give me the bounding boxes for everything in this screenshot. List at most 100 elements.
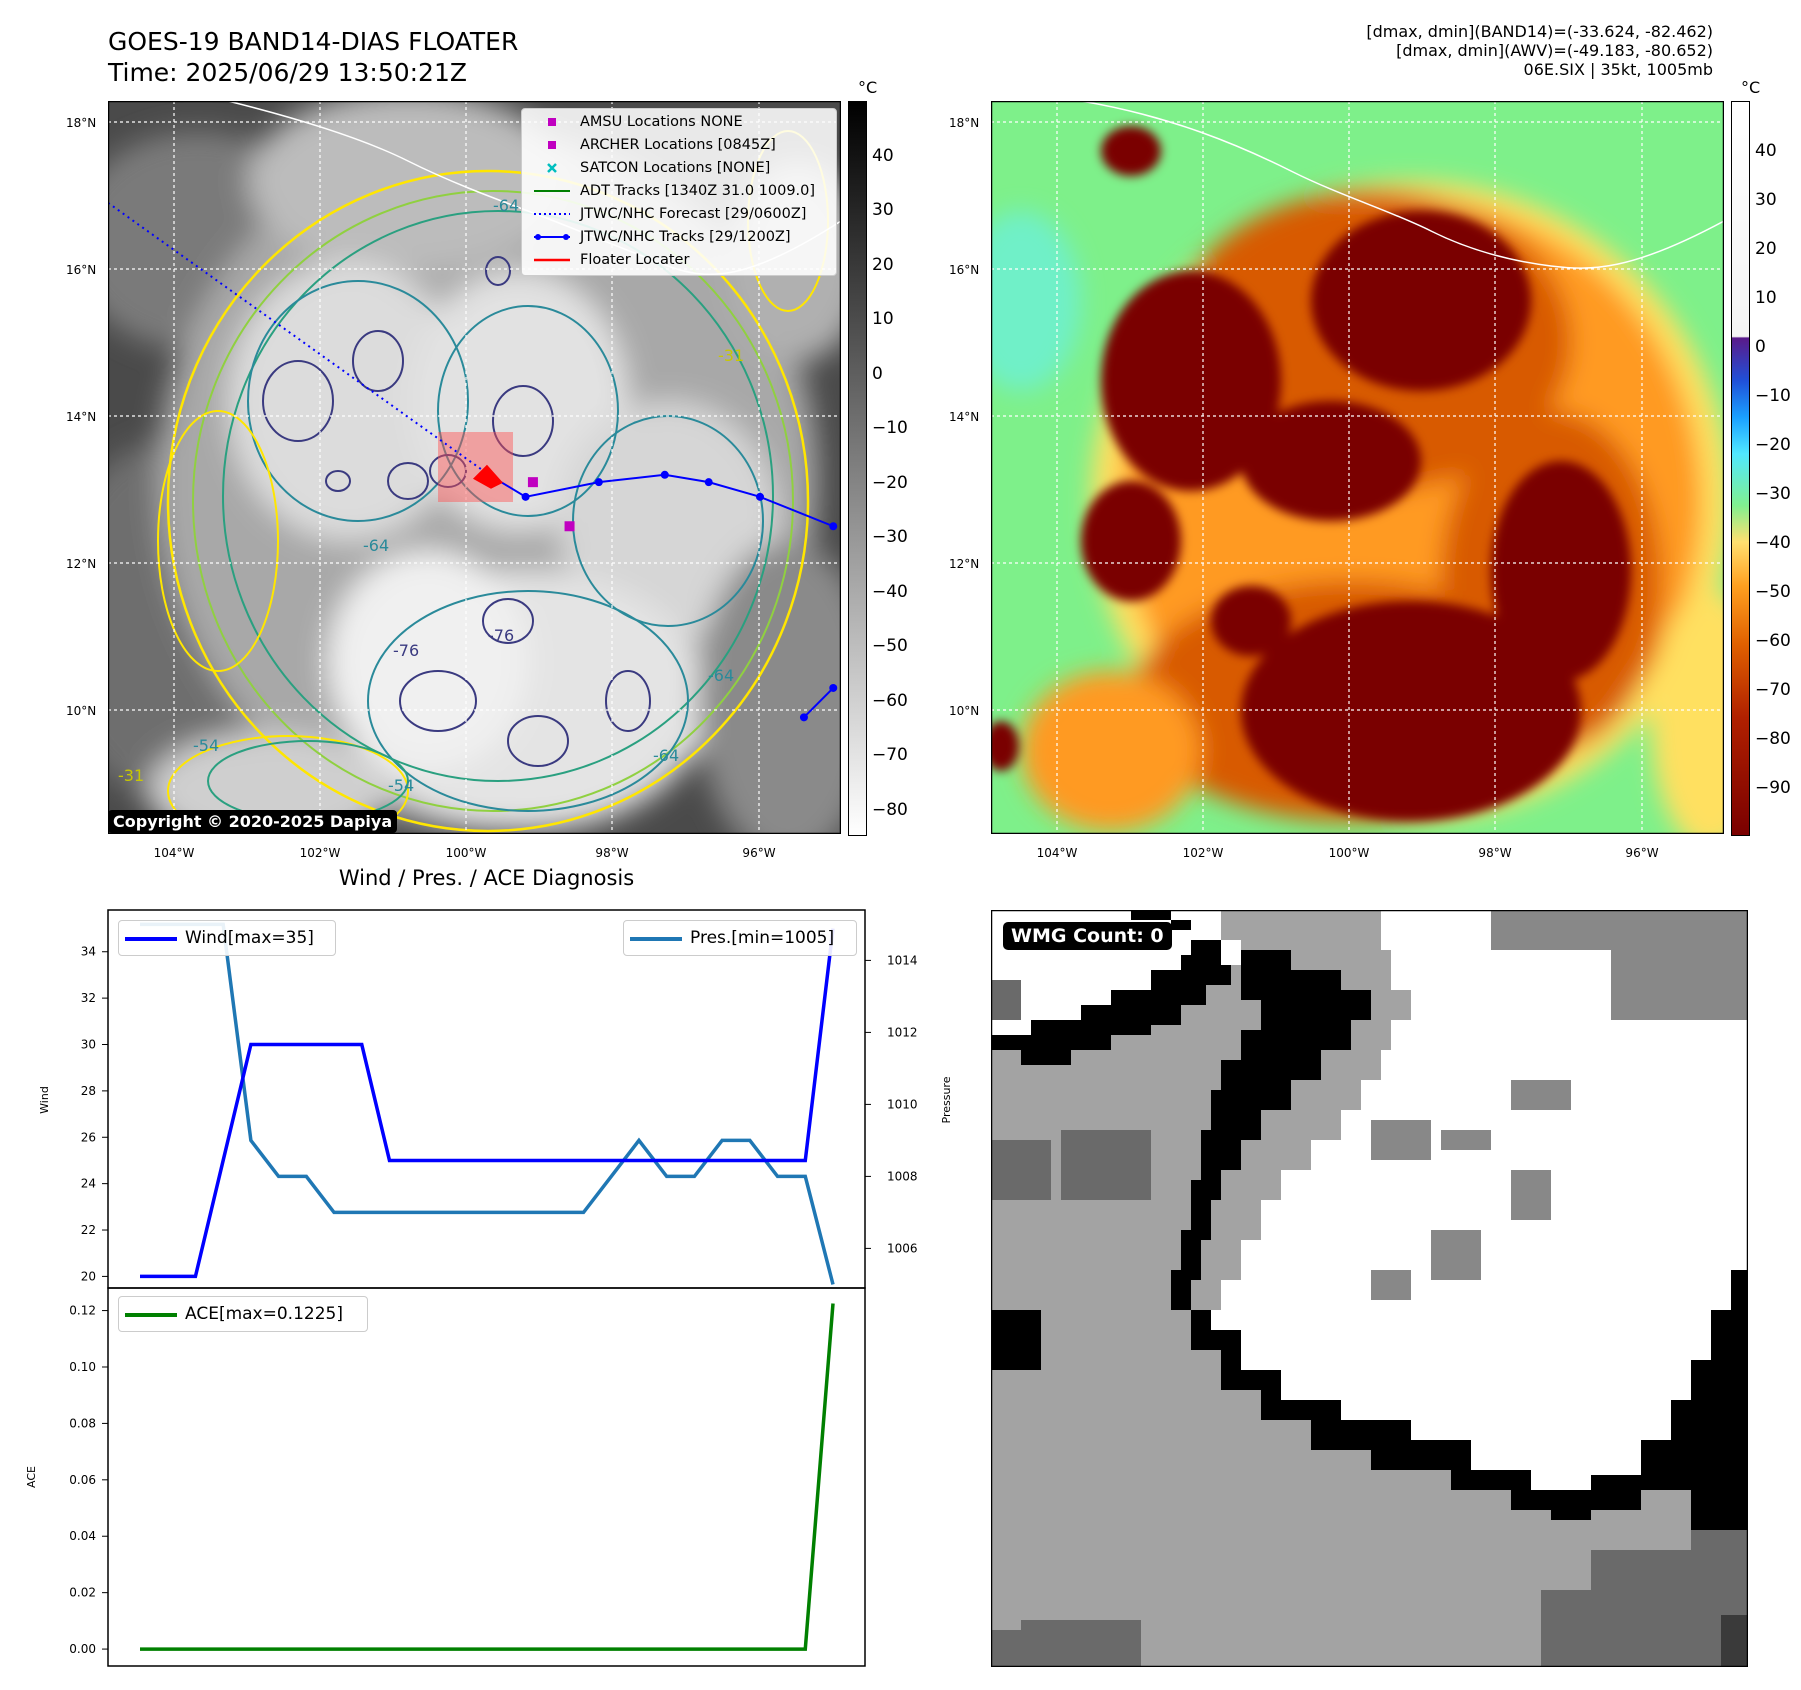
track-point (799, 713, 808, 722)
lat-label: 14°N (66, 410, 97, 424)
archer-marker (527, 477, 538, 488)
track-point (594, 478, 603, 487)
line-with-dots-icon (534, 234, 570, 240)
track-point (521, 492, 530, 501)
colorbar-tick: −90 (1755, 778, 1791, 798)
contour-label: -31 (718, 346, 744, 365)
colorbar-tick: −80 (1755, 729, 1791, 749)
info-line2: [dmax, dmin](AWV)=(-49.183, -80.652) (1396, 41, 1713, 60)
wind-tick-label: 20 (81, 1269, 96, 1283)
coastline (1080, 101, 1724, 269)
pressure-series-line (140, 922, 835, 1285)
floater-locater-marker (472, 464, 503, 489)
lon-label: 102°W (1182, 846, 1224, 860)
colorbar-unit: °C (858, 78, 878, 97)
colorbar-tick: 20 (1755, 239, 1777, 259)
pressure-tick-label: 1006 (887, 1241, 918, 1255)
ace-tick-label: 0.00 (69, 1642, 96, 1656)
contour-label: -64 (493, 196, 519, 215)
diagnosis-title: Wind / Pres. / ACE Diagnosis (338, 866, 635, 890)
ace-frame (107, 1287, 866, 1667)
track-point (756, 492, 764, 501)
lat-label: 18°N (66, 116, 97, 130)
pressure-tick-label: 1014 (887, 953, 918, 967)
square-marker-icon (548, 141, 556, 149)
lat-label: 16°N (66, 263, 97, 277)
contour-label: -54 (388, 776, 414, 795)
contour-label: -64 (653, 746, 679, 765)
colorbar-tick: −40 (1755, 533, 1791, 553)
contour-label: -64 (363, 536, 389, 555)
map-legend: AMSU Locations NONE ARCHER Locations [08… (521, 108, 837, 276)
map-gridlines (991, 101, 1724, 834)
colorbar-tick: 10 (872, 309, 894, 329)
title-line2: Time: 2025/06/29 13:50:21Z (108, 58, 467, 87)
pressure-legend: Pres.[min=1005] (623, 920, 857, 956)
colorbar-unit: °C (1741, 78, 1761, 97)
colorbar-tick: −50 (1755, 582, 1791, 602)
colorbar-tick: 20 (872, 255, 894, 275)
awv-colorbar (1731, 101, 1750, 836)
colorbar-tick: −50 (872, 636, 908, 656)
track-point (829, 683, 838, 692)
colorbar-tick: −70 (872, 745, 908, 765)
lon-label: 100°W (445, 846, 487, 860)
ace-tick-label: 0.04 (69, 1529, 96, 1543)
square-marker-icon (548, 118, 556, 126)
wind-tick-label: 32 (81, 991, 96, 1005)
colorbar-tick: −40 (872, 582, 908, 602)
wind-pres-frame (107, 909, 866, 1289)
colorbar-tick: 10 (1755, 288, 1777, 308)
wmg-frame (991, 910, 1748, 1667)
colorbar-tick: −60 (1755, 631, 1791, 651)
track-point (660, 470, 669, 479)
ace-layer: 0.00 0.02 0.04 0.06 0.08 0.10 0.12 (69, 1303, 835, 1656)
lon-label: 96°W (1625, 846, 1659, 860)
lon-label: 96°W (742, 846, 776, 860)
awv-map-panel (991, 101, 1724, 834)
lon-label: 104°W (1036, 846, 1078, 860)
wind-tick-label: 22 (81, 1223, 96, 1237)
ace-tick-label: 0.02 (69, 1586, 96, 1600)
title-line1: GOES-19 BAND14-DIAS FLOATER (108, 27, 519, 56)
colorbar-tick: −30 (872, 527, 908, 547)
lon-label: 100°W (1328, 846, 1370, 860)
pressure-tick-label: 1012 (887, 1025, 918, 1039)
ace-axis-title: ACE (25, 1466, 38, 1488)
wind-tick-label: 34 (81, 945, 96, 959)
solid-line-icon (534, 190, 570, 192)
awv-cold-cores (991, 126, 1631, 821)
contour-label: -76 (488, 626, 514, 645)
colorbar-tick: 40 (872, 146, 894, 166)
colorbar-tick: 30 (1755, 190, 1777, 210)
ace-tick-label: 0.10 (69, 1360, 96, 1374)
wind-series-line (140, 928, 835, 1279)
pressure-tick-label: 1008 (887, 1169, 918, 1183)
info-line3: 06E.SIX | 35kt, 1005mb (1523, 60, 1713, 79)
wind-tick-label: 26 (81, 1130, 96, 1144)
lon-label: 102°W (299, 846, 341, 860)
legend-swatch (125, 1313, 177, 1317)
ace-series-line (140, 1303, 835, 1651)
colorbar-tick: −10 (872, 418, 908, 438)
contour-label-group: -64 -64 -64 -76 -76 -54 -54 -64 -31 -31 (118, 196, 744, 795)
contour-label: -76 (393, 641, 419, 660)
colorbar-tick: −70 (1755, 680, 1791, 700)
colorbar-tick: 30 (872, 200, 894, 220)
track-layer (108, 202, 838, 722)
lat-label: 10°N (66, 704, 97, 718)
legend-swatch (630, 937, 682, 941)
archer-marker (564, 521, 575, 532)
pressure-axis-title: Pressure (940, 1076, 953, 1123)
contour-label: -31 (118, 766, 144, 785)
floater-box (438, 432, 513, 502)
colorbar-tick: −80 (872, 800, 908, 820)
colorbar-tick: 40 (1755, 141, 1777, 161)
lon-label: 98°W (595, 846, 629, 860)
track-point (704, 478, 713, 487)
wind-pres-layer: 20 22 24 26 28 30 32 34 1006 1008 1010 1012 1014 (81, 922, 918, 1285)
colorbar-tick: −20 (872, 473, 908, 493)
lat-label: 18°N (949, 116, 980, 130)
legend-swatch (125, 937, 177, 941)
map-frame (991, 101, 1724, 834)
